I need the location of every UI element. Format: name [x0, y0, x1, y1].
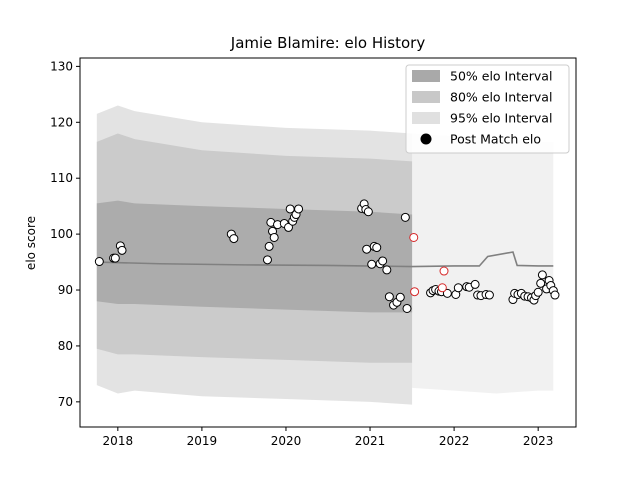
plot-frame [79, 57, 577, 428]
y-tick-label: 80 [58, 339, 73, 353]
y-tick-label: 70 [58, 395, 73, 409]
post-match-elo-point [262, 255, 272, 265]
post-match-elo-point [384, 292, 394, 302]
upcoming-elo-point [439, 266, 449, 276]
post-match-elo-point [94, 257, 104, 267]
legend-swatch [412, 91, 440, 103]
post-match-elo-point [229, 234, 239, 244]
y-tick-label: 90 [58, 283, 73, 297]
y-axis-label: elo score [24, 216, 38, 270]
post-match-elo-point [362, 244, 372, 254]
post-match-elo-point [470, 279, 480, 289]
y-tick-label: 100 [50, 227, 73, 241]
post-match-elo-point [395, 292, 405, 302]
plot-content [94, 105, 560, 405]
y-axis: 70 80 90 100 110 120 130 [50, 59, 80, 409]
post-match-elo-point [550, 290, 560, 300]
faint-interval-band [412, 133, 554, 394]
plot-area [94, 105, 560, 405]
mean-elo-line [96, 251, 554, 268]
y-tick-label: 110 [50, 171, 73, 185]
post-match-elo-point [283, 222, 293, 232]
post-match-elo-point [402, 303, 412, 313]
post-match-elo-point [484, 290, 494, 300]
legend-label: 50% elo Interval [450, 69, 552, 84]
x-tick-label: 2018 [103, 434, 134, 448]
x-tick-label: 2020 [271, 434, 302, 448]
y-tick-label: 120 [50, 115, 73, 129]
post-match-elo-point [378, 256, 388, 266]
post-match-elo-point [537, 270, 547, 280]
50-elo-interval-band [96, 200, 413, 313]
legend-label: 80% elo Interval [450, 90, 552, 105]
post-match-elo-point [382, 265, 392, 275]
post-match-elo-point [110, 253, 120, 263]
upcoming-elo-point [437, 283, 447, 293]
post-match-elo-point [536, 278, 546, 288]
post-match-elo-point [117, 245, 127, 255]
x-tick-label: 2023 [523, 434, 554, 448]
post-match-elo-point [363, 207, 373, 217]
post-match-elo-point [264, 241, 274, 251]
x-tick-label: 2021 [355, 434, 386, 448]
legend-swatch [412, 70, 440, 82]
x-tick-label: 2022 [439, 434, 470, 448]
post-match-elo-point [372, 243, 382, 253]
legend-box [405, 64, 570, 154]
legend-label: Post Match elo [450, 132, 541, 147]
post-match-elo-point [269, 232, 279, 242]
post-match-elo-point [533, 287, 543, 297]
upcoming-elo-point [409, 232, 419, 242]
chart-title: Jamie Blamire: elo History [230, 34, 426, 52]
legend: 50% elo Interval 80% elo Interval 95% elo … [405, 64, 570, 154]
legend-swatch [412, 112, 440, 124]
post-match-elo-point [294, 204, 304, 214]
post-match-elo-point [400, 212, 410, 222]
x-tick-label: 2019 [187, 434, 218, 448]
post-match-elo-point [453, 283, 463, 293]
x-axis: 2018 2019 2020 2021 2022 2023 [103, 427, 554, 448]
upcoming-elo-point [410, 287, 420, 297]
legend-label: 95% elo Interval [450, 111, 552, 126]
y-tick-label: 130 [50, 59, 73, 73]
post-match-elo-point [442, 288, 452, 298]
legend-marker [420, 133, 432, 145]
post-match-elo-point [367, 259, 377, 269]
